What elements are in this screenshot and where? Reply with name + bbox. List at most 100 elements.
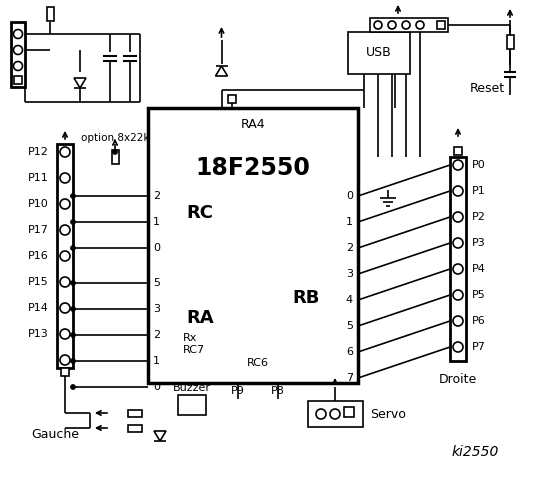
Bar <box>307 401 363 427</box>
Circle shape <box>374 21 382 29</box>
Bar <box>61 368 69 376</box>
Text: P1: P1 <box>472 186 486 196</box>
Circle shape <box>453 238 463 248</box>
Circle shape <box>60 251 70 261</box>
Text: RC6: RC6 <box>247 358 269 368</box>
Circle shape <box>13 61 23 71</box>
Bar <box>57 144 73 368</box>
Text: 5: 5 <box>153 278 160 288</box>
Text: P9: P9 <box>231 386 245 396</box>
Text: 3: 3 <box>153 304 160 314</box>
Circle shape <box>70 193 76 199</box>
Text: P16: P16 <box>28 251 49 261</box>
Bar <box>450 157 466 361</box>
Text: 2: 2 <box>153 191 160 201</box>
Text: 4: 4 <box>346 295 353 305</box>
Text: P0: P0 <box>472 160 486 170</box>
Text: Reset: Reset <box>469 82 504 95</box>
Circle shape <box>416 21 424 29</box>
Circle shape <box>402 21 410 29</box>
Bar <box>46 7 54 21</box>
Text: 1: 1 <box>346 217 353 227</box>
Text: RC: RC <box>186 204 213 222</box>
Text: USB: USB <box>366 47 392 60</box>
Circle shape <box>453 290 463 300</box>
Text: 0: 0 <box>346 191 353 201</box>
Circle shape <box>70 333 76 337</box>
Bar <box>344 407 354 417</box>
Circle shape <box>60 199 70 209</box>
Text: P10: P10 <box>28 199 49 209</box>
Circle shape <box>453 316 463 326</box>
Circle shape <box>60 225 70 235</box>
Text: RB: RB <box>293 289 320 307</box>
Circle shape <box>70 219 76 225</box>
Text: P15: P15 <box>28 277 49 287</box>
Circle shape <box>70 359 76 363</box>
Circle shape <box>453 160 463 170</box>
Text: P12: P12 <box>28 147 49 157</box>
Text: P17: P17 <box>28 225 49 235</box>
Bar <box>348 32 410 74</box>
Circle shape <box>60 303 70 313</box>
Text: P5: P5 <box>472 290 486 300</box>
Circle shape <box>330 409 340 419</box>
Bar <box>14 76 22 84</box>
Text: 18F2550: 18F2550 <box>196 156 310 180</box>
Text: P4: P4 <box>472 264 486 274</box>
Circle shape <box>316 409 326 419</box>
Text: 5: 5 <box>346 321 353 331</box>
Circle shape <box>60 329 70 339</box>
Bar <box>112 150 118 164</box>
Bar <box>370 18 448 32</box>
Bar <box>178 395 206 415</box>
Text: 0: 0 <box>153 243 160 253</box>
Text: RC7: RC7 <box>183 345 205 355</box>
Bar <box>454 147 462 155</box>
Circle shape <box>388 21 396 29</box>
Circle shape <box>453 212 463 222</box>
Bar <box>148 108 358 383</box>
Text: P11: P11 <box>28 173 49 183</box>
Text: RA4: RA4 <box>241 118 265 131</box>
Circle shape <box>70 280 76 286</box>
Circle shape <box>70 384 76 389</box>
Circle shape <box>60 355 70 365</box>
Text: P2: P2 <box>472 212 486 222</box>
Bar <box>507 35 514 49</box>
Circle shape <box>453 264 463 274</box>
Bar <box>128 424 142 432</box>
Text: option 8x22k: option 8x22k <box>81 133 149 143</box>
Circle shape <box>60 277 70 287</box>
Text: Rx: Rx <box>183 333 197 343</box>
Circle shape <box>453 186 463 196</box>
Circle shape <box>13 29 23 38</box>
Bar <box>128 409 142 417</box>
Text: Buzzer: Buzzer <box>173 383 211 393</box>
Text: ki2550: ki2550 <box>451 445 499 459</box>
Text: 2: 2 <box>153 330 160 340</box>
Text: P14: P14 <box>28 303 49 313</box>
Text: 2: 2 <box>346 243 353 253</box>
Circle shape <box>112 149 117 155</box>
Circle shape <box>70 245 76 251</box>
Text: RA: RA <box>186 309 213 327</box>
Text: Droite: Droite <box>439 373 477 386</box>
Text: 1: 1 <box>153 217 160 227</box>
Text: P3: P3 <box>472 238 486 248</box>
Bar <box>11 22 25 87</box>
Text: 3: 3 <box>346 269 353 279</box>
Text: Servo: Servo <box>371 408 406 420</box>
Circle shape <box>60 147 70 157</box>
Text: P13: P13 <box>28 329 49 339</box>
Text: 1: 1 <box>153 356 160 366</box>
Text: 7: 7 <box>346 373 353 383</box>
Text: 6: 6 <box>346 347 353 357</box>
Text: P8: P8 <box>271 386 285 396</box>
Bar <box>437 21 445 29</box>
Circle shape <box>453 342 463 352</box>
Text: 0: 0 <box>153 382 160 392</box>
Circle shape <box>13 46 23 55</box>
Circle shape <box>70 307 76 312</box>
Circle shape <box>60 173 70 183</box>
